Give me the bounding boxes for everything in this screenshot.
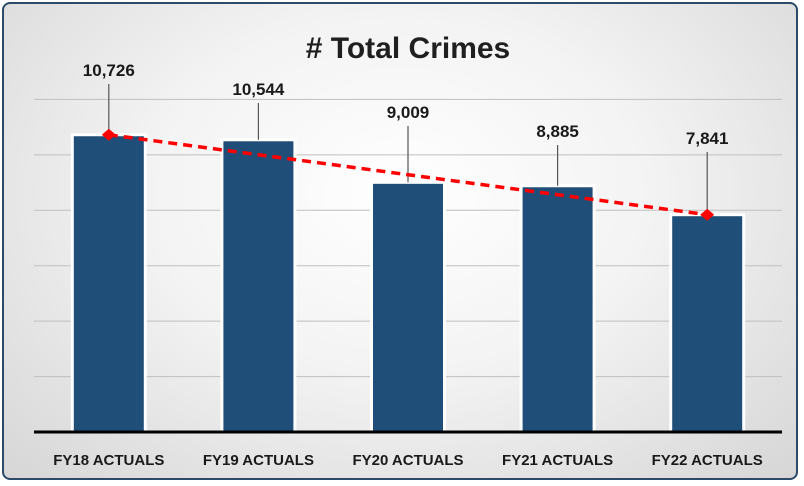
- bar: [669, 213, 746, 434]
- data-labels: 10,726 10,544 9,009 8,885 7,841: [83, 61, 729, 148]
- bar: [519, 184, 596, 434]
- x-tick-labels: FY18 ACTUALS FY19 ACTUALS FY20 ACTUALS FY21…: [53, 452, 763, 469]
- x-tick-label: FY21 ACTUALS: [502, 452, 613, 469]
- label-leader-lines: [108, 84, 708, 215]
- bar: [370, 180, 446, 434]
- trendline-path: [108, 133, 708, 217]
- data-label: 7,841: [686, 129, 729, 148]
- trendline-marker: [700, 208, 715, 221]
- data-label: 9,009: [387, 103, 430, 122]
- chart-frame: 10,726 10,544 9,009 8,885 7,841 FY18 ACTUALS…: [2, 2, 798, 480]
- trendline-marker: [101, 128, 116, 141]
- data-label: 10,726: [83, 61, 135, 80]
- data-label: 8,885: [536, 122, 579, 141]
- x-tick-label: FY20 ACTUALS: [352, 452, 463, 469]
- data-label: 10,544: [232, 80, 285, 99]
- bar: [220, 138, 297, 434]
- x-tick-label: FY22 ACTUALS: [652, 452, 763, 469]
- x-tick-label: FY18 ACTUALS: [53, 452, 164, 469]
- trendline: [101, 128, 715, 221]
- x-tick-label: FY19 ACTUALS: [203, 452, 314, 469]
- bar: [70, 133, 147, 434]
- chart-title: # Total Crimes: [306, 32, 511, 65]
- bar-chart: 10,726 10,544 9,009 8,885 7,841 FY18 ACTUALS…: [34, 32, 782, 469]
